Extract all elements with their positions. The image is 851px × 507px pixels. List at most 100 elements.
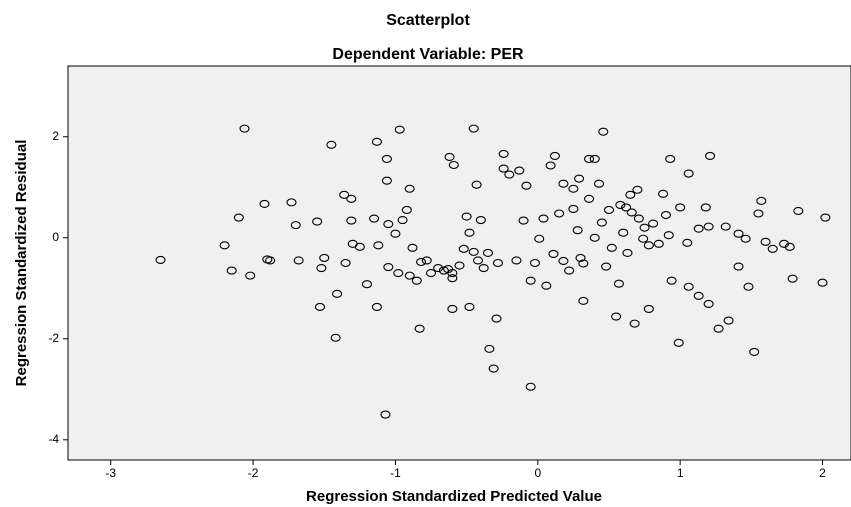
point [613,279,624,288]
point [290,221,301,230]
point [626,208,637,217]
point [397,216,408,225]
point [454,261,465,270]
chart-subtitle: Dependent Variable: PER [332,46,524,63]
point [226,266,237,275]
point [525,276,536,285]
point [720,222,731,231]
point [464,228,475,237]
point [464,302,475,311]
point [383,262,394,272]
point [578,259,589,268]
point [414,324,425,333]
point [340,258,351,268]
point [433,264,444,273]
point [622,248,633,257]
point [660,210,671,220]
chart-title: Scatterplot [386,12,470,29]
point [541,281,552,290]
point [371,302,382,311]
point [475,216,486,225]
point [683,169,694,178]
point [316,264,327,273]
point [371,137,382,146]
point [447,269,458,278]
point [658,189,669,198]
point [472,256,484,265]
point [361,280,373,289]
point [421,256,432,265]
point [458,244,469,253]
point [286,198,297,207]
point [621,203,632,212]
point [568,204,579,214]
point [491,314,502,323]
point [447,304,458,314]
point [743,282,754,291]
point [471,180,482,189]
point [381,176,392,185]
point [219,241,230,250]
point [265,256,276,265]
point [346,194,357,203]
point [643,304,654,314]
point [339,190,350,199]
point [663,231,674,240]
point [369,214,380,223]
point [682,238,693,247]
point [705,151,716,160]
point [554,209,565,218]
x-axis-label: Regression Standardized Predicted Value [306,488,602,505]
point [504,170,515,179]
point [740,234,751,243]
point [390,229,401,238]
point [518,216,529,225]
point [666,276,677,285]
point [447,274,458,283]
point [404,271,415,280]
point [665,154,676,163]
point [723,316,734,325]
point [233,213,244,222]
point [820,213,831,222]
point [525,382,536,391]
point [632,185,643,194]
point [383,220,394,229]
point [558,256,569,266]
point [733,229,744,238]
point [498,164,509,173]
point [568,184,579,193]
point [703,299,714,308]
y-tick-label: -2 [48,331,59,345]
y-tick-label: 0 [52,230,59,244]
point [245,271,256,280]
point [638,234,649,243]
point [416,257,427,267]
point [346,216,357,225]
point [606,243,617,252]
point [394,125,405,134]
point [589,233,600,242]
point [492,258,503,268]
point [593,179,605,188]
point [629,319,640,328]
point [332,289,343,298]
point [584,154,595,163]
point [643,241,654,250]
y-tick-label: 2 [52,129,59,143]
point [683,282,694,291]
point [448,160,459,170]
x-tick-label: 2 [819,466,826,480]
point [393,269,404,278]
point [618,228,629,237]
point [564,266,575,275]
point [293,256,304,265]
point [558,179,569,188]
point [514,166,525,175]
point [380,410,391,419]
point [615,200,626,209]
point [319,253,330,262]
point [549,151,560,160]
point [767,244,778,253]
point [625,190,636,199]
